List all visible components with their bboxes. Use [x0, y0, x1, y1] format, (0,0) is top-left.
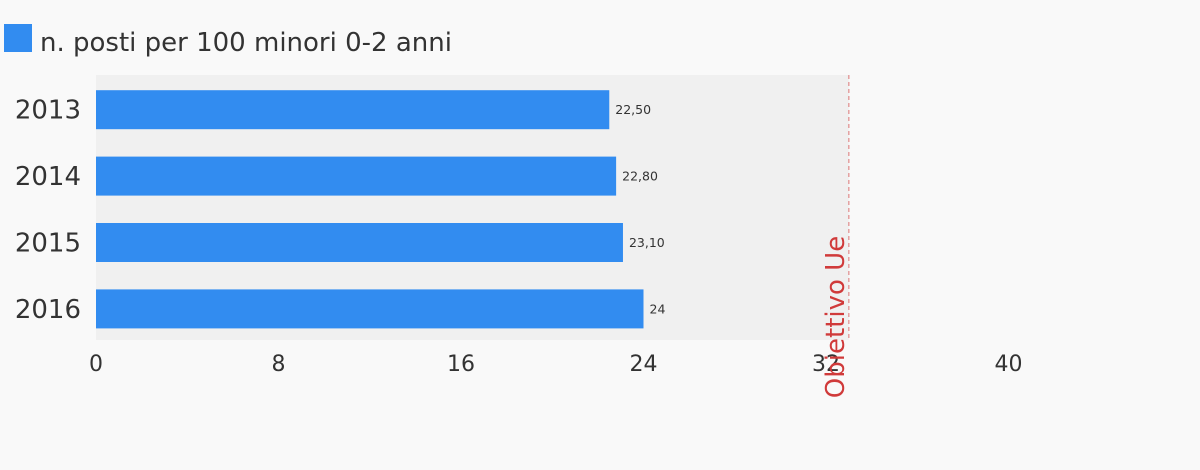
x-tick-24: 24: [630, 352, 658, 377]
x-axis-ticks: 0 8 16 24 32 40: [89, 352, 1023, 377]
reference-line-group: Obiettivo Ue: [821, 75, 851, 398]
category-label-2013: 2013: [15, 96, 81, 126]
category-label-2014: 2014: [15, 162, 81, 192]
legend: n. posti per 100 minori 0-2 anni: [4, 24, 452, 58]
x-tick-16: 16: [447, 352, 475, 377]
bars: 22,50 22,80 23,10 24: [96, 90, 666, 329]
legend-swatch: [4, 24, 32, 52]
legend-label: n. posti per 100 minori 0-2 anni: [40, 28, 452, 58]
x-tick-40: 40: [995, 352, 1023, 377]
data-label-2015: 23,10: [629, 235, 665, 250]
bar-2013: [96, 90, 610, 130]
category-label-2015: 2015: [15, 229, 81, 259]
bar-2015: [96, 223, 623, 262]
bar-2014: [96, 156, 617, 196]
bar-2016: [96, 289, 644, 329]
category-label-2016: 2016: [15, 295, 81, 325]
x-tick-0: 0: [89, 352, 103, 377]
data-label-2016: 24: [650, 301, 666, 316]
data-label-2014: 22,80: [622, 169, 658, 184]
x-tick-32: 32: [812, 352, 840, 377]
x-tick-8: 8: [272, 352, 286, 377]
data-label-2013: 22,50: [615, 102, 651, 117]
category-labels: 2013 2014 2015 2016: [15, 96, 81, 325]
reference-line-label: Obiettivo Ue: [821, 236, 851, 398]
